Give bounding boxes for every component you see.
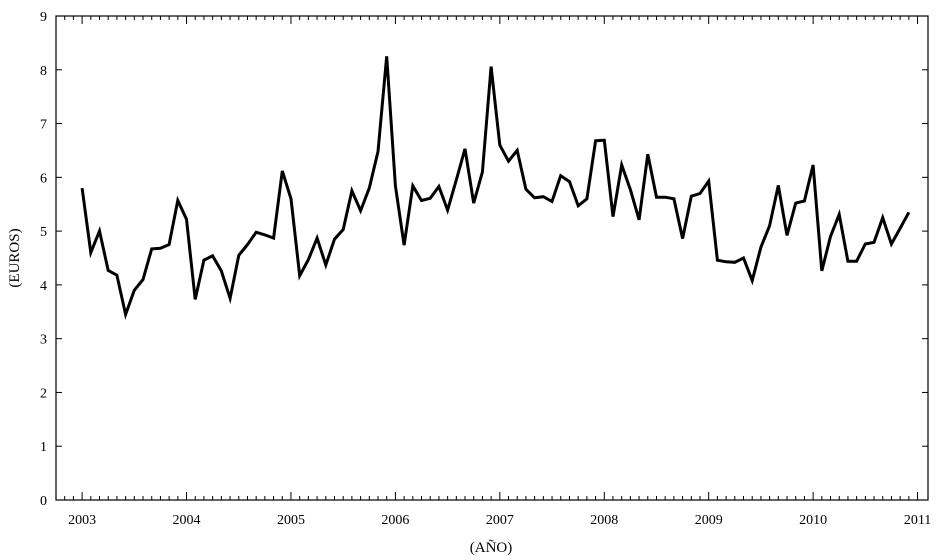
series-layer [80,56,911,320]
plot-frame [55,15,929,501]
y-tick-label: 5 [40,225,47,240]
y-tick-label: 8 [40,64,47,79]
y-tick-label: 3 [40,333,47,348]
tick-labels: 0 1 2 3 4 5 6 7 8 9 2003 2004 2005 2006 2007 2008 2009 20… [40,10,931,528]
series-line [80,56,911,320]
axis-ticks [56,15,928,501]
y-tick-label: 2 [40,386,47,401]
y-tick-label: 7 [40,118,47,133]
x-tick-label: 2006 [381,513,409,528]
x-axis-label: (AÑO) [470,540,513,556]
x-tick-label: 2003 [68,513,96,528]
x-tick-label: 2008 [590,513,618,528]
y-axis-label: (EUROS) [7,228,23,287]
y-tick-label: 0 [40,494,47,509]
x-tick-label: 2009 [695,513,723,528]
y-tick-label: 6 [40,171,47,186]
x-tick-label: 2011 [904,513,931,528]
y-tick-label: 9 [40,10,47,25]
y-tick-label: 1 [40,440,47,455]
y-tick-label: 4 [40,279,47,294]
x-tick-label: 2010 [799,513,827,528]
x-tick-label: 2005 [277,513,305,528]
x-tick-label: 2004 [173,513,201,528]
x-tick-label: 2007 [486,513,514,528]
